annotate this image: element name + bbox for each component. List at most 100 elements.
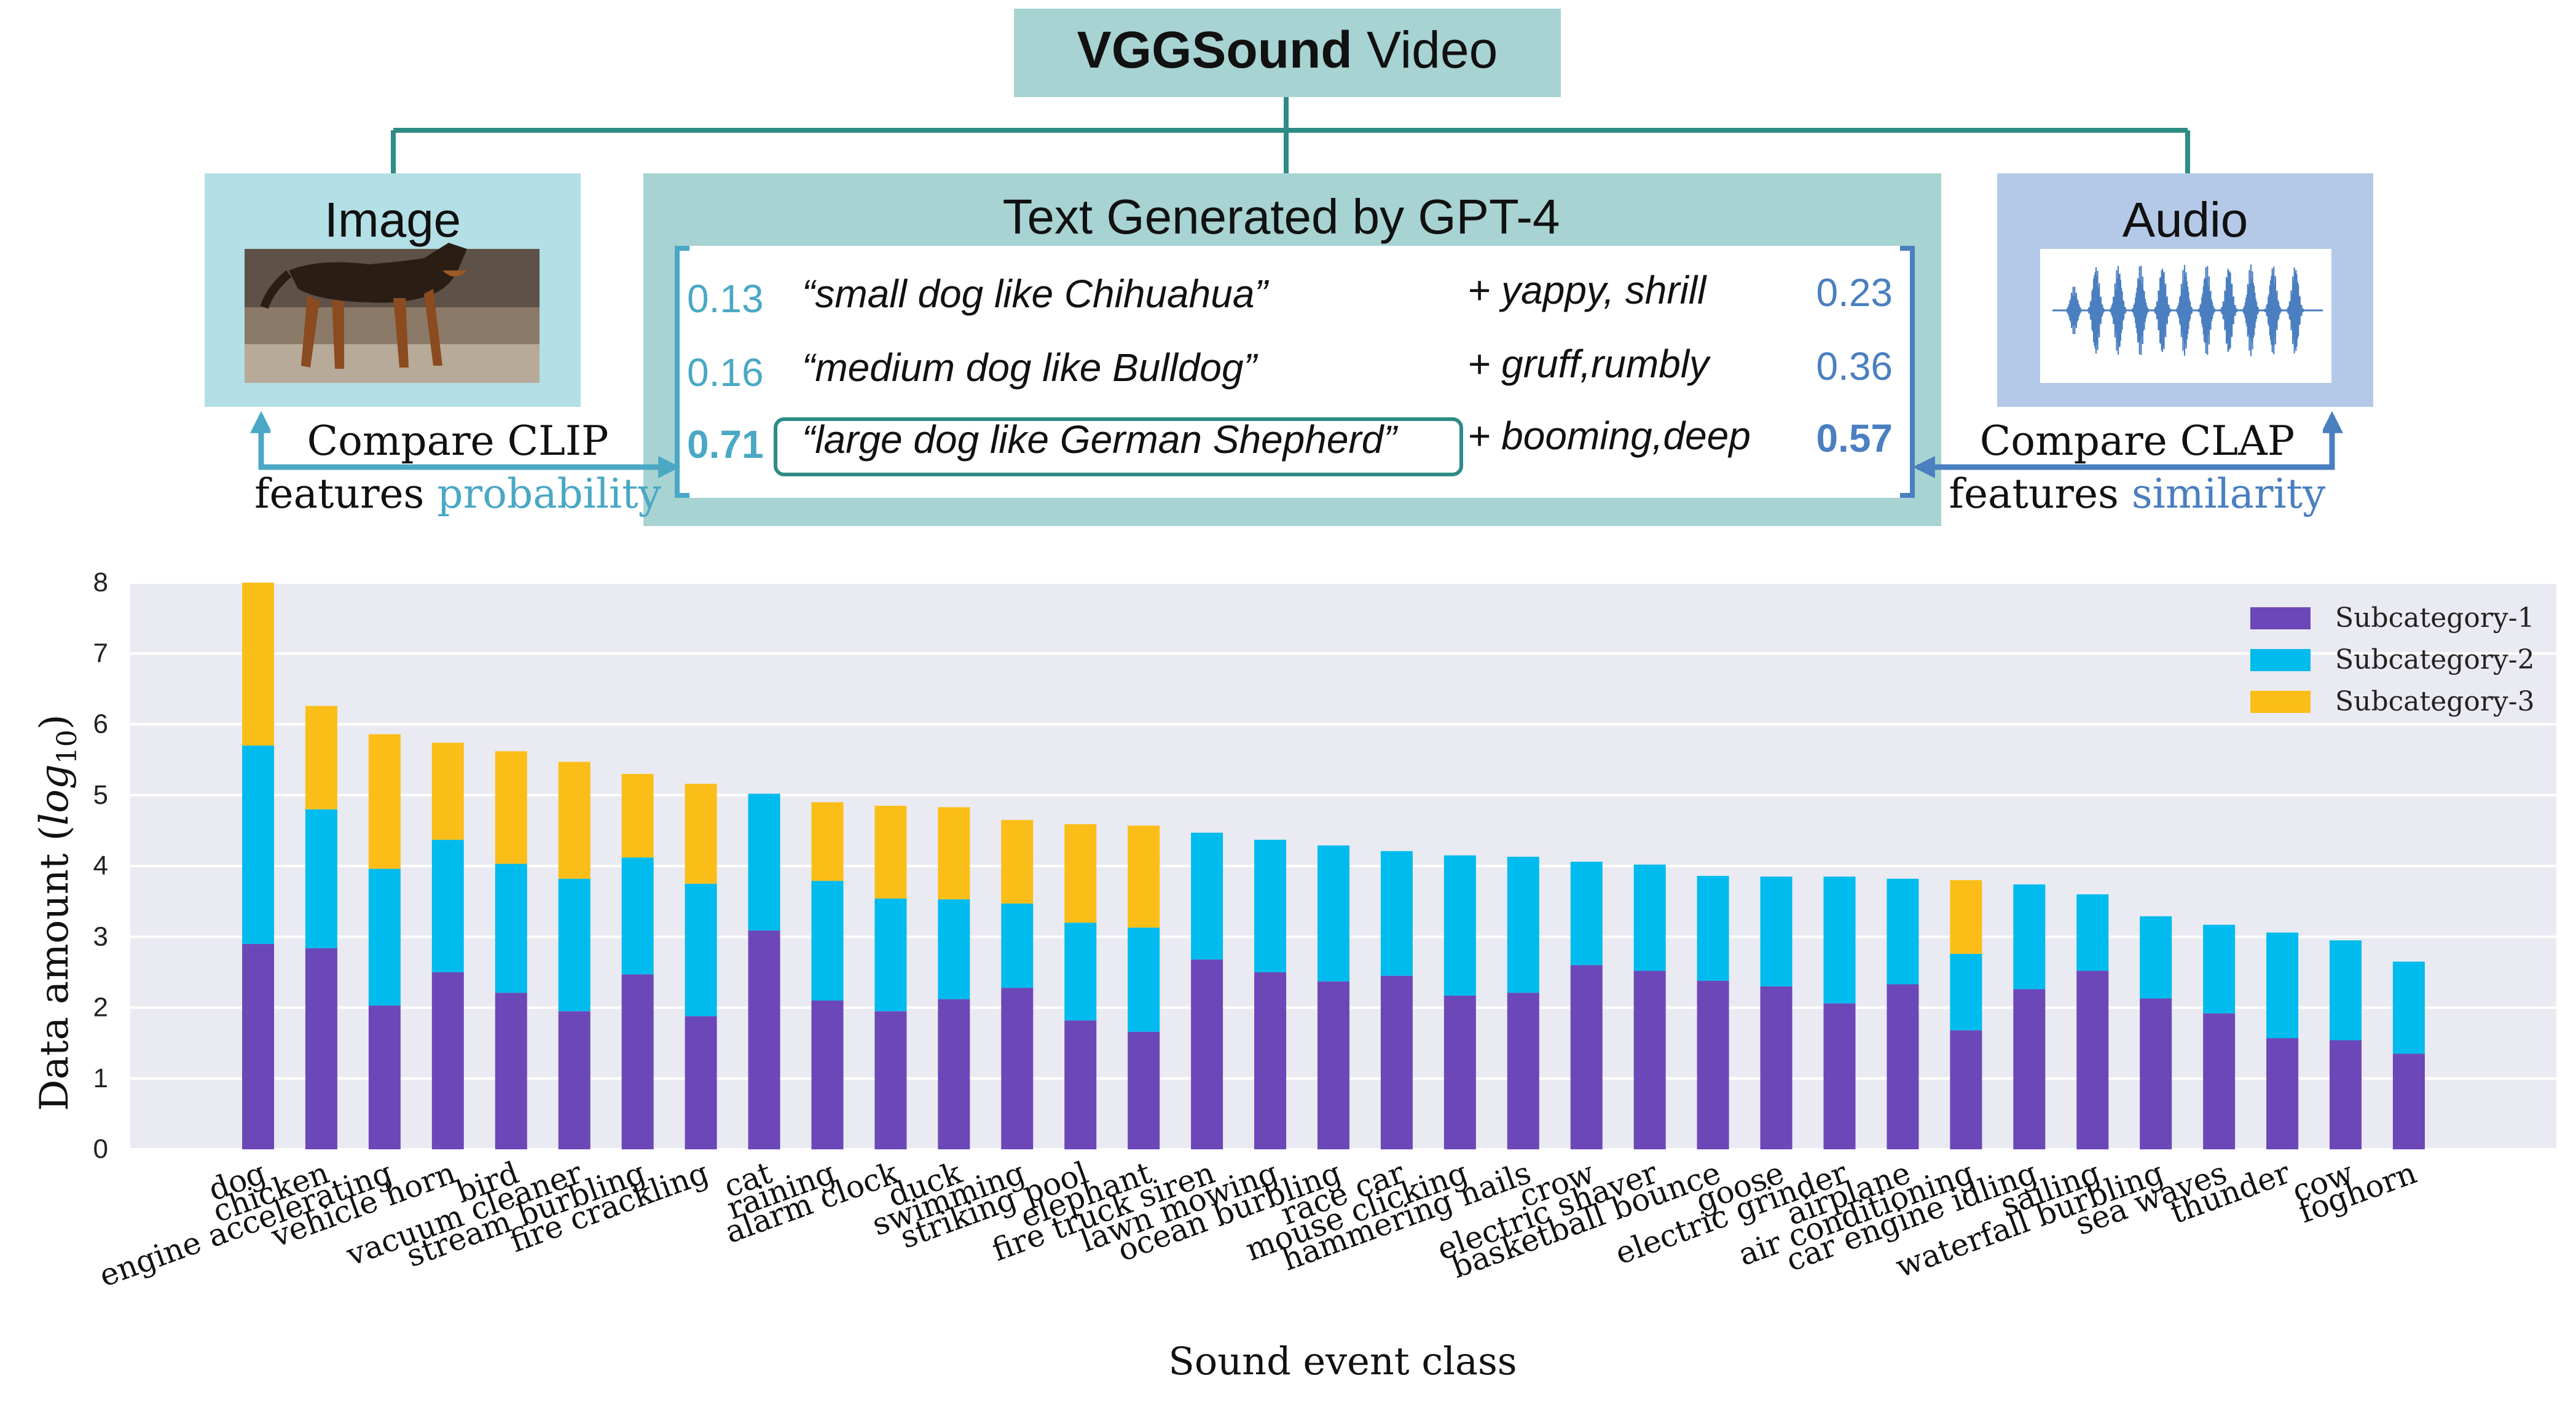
- bar-subcategory-3: [621, 774, 654, 858]
- y-axis-label-suffix: ): [32, 714, 77, 730]
- clip-probability: 0.71: [687, 422, 764, 466]
- bar-subcategory-2: [1823, 876, 1856, 1004]
- bar-subcategory-1: [2076, 970, 2109, 1149]
- bar-subcategory-2: [938, 899, 970, 999]
- video-title-rest: Video: [1353, 21, 1498, 79]
- bar-subcategory-2: [1128, 927, 1160, 1032]
- bar-subcategory-3: [811, 802, 844, 881]
- bar-subcategory-2: [1887, 878, 1919, 985]
- bar-subcategory-1: [1697, 980, 1729, 1149]
- bar-subcategory-2: [2203, 924, 2236, 1013]
- bar-subcategory-1: [2392, 1053, 2425, 1149]
- bar-subcategory-1: [1823, 1003, 1856, 1149]
- bar-subcategory-1: [1191, 959, 1223, 1149]
- x-tick-label: thunder: [2166, 1155, 2295, 1231]
- bar-subcategory-1: [2330, 1040, 2362, 1149]
- y-tick-label: 6: [93, 709, 108, 739]
- bar-subcategory-1: [368, 1006, 401, 1149]
- bar-subcategory-2: [1001, 903, 1034, 988]
- bar-subcategory-2: [1380, 851, 1413, 976]
- legend-label: Subcategory-1: [2335, 602, 2535, 634]
- legend-swatch: [2250, 649, 2311, 671]
- bar-subcategory-3: [1950, 880, 1982, 954]
- highlight-outline: [774, 417, 1463, 476]
- bar-subcategory-2: [811, 881, 844, 1001]
- text-box-title: Text Generated by GPT-4: [1002, 189, 1560, 244]
- bar-subcategory-1: [1128, 1031, 1160, 1149]
- bar-subcategory-2: [558, 878, 591, 1012]
- bar-subcategory-1: [748, 930, 780, 1149]
- bar-subcategory-2: [1064, 923, 1097, 1021]
- bar-subcategory-1: [1950, 1030, 1982, 1149]
- bar-subcategory-2: [2266, 932, 2299, 1039]
- y-tick-label: 2: [93, 993, 108, 1023]
- legend-label: Subcategory-3: [2335, 686, 2535, 717]
- audio-adjectives: + yappy, shrill: [1467, 268, 1707, 312]
- bar-subcategory-3: [1001, 820, 1034, 904]
- right-caption-bg: [1954, 424, 2323, 461]
- y-axis-label-log: log: [32, 764, 77, 825]
- text-panel: [675, 246, 1915, 498]
- bar-subcategory-2: [1507, 857, 1539, 993]
- bar-subcategory-1: [1570, 965, 1603, 1149]
- bar-subcategory-3: [1064, 824, 1097, 923]
- bar-subcategory-3: [431, 742, 464, 840]
- bar-subcategory-3: [1128, 825, 1160, 928]
- bar-subcategory-1: [811, 1000, 844, 1149]
- bar-subcategory-1: [495, 993, 527, 1149]
- video-title: VGGSound Video: [1077, 21, 1498, 79]
- audio-label: Audio: [2122, 192, 2248, 247]
- connector-lines: [391, 97, 2190, 173]
- right-caption-line1: Compare CLAP: [1980, 417, 2295, 465]
- legend-swatch: [2250, 607, 2311, 629]
- pipeline-diagram: VGGSound Video Image Text Generated by G…: [205, 9, 2373, 526]
- text-description: “large dog like German Shepherd”: [802, 417, 1398, 462]
- bar-subcategory-3: [685, 784, 717, 884]
- bar-subcategory-1: [1760, 986, 1793, 1149]
- bar-subcategory-1: [621, 974, 654, 1149]
- bar-subcategory-1: [1380, 975, 1413, 1149]
- bar-subcategory-2: [1697, 876, 1729, 981]
- left-caption-line2: features probability: [254, 470, 662, 518]
- video-box: [1014, 9, 1561, 97]
- text-description: “medium dog like Bulldog”: [802, 345, 1259, 390]
- clip-probability: 0.16: [687, 350, 764, 395]
- y-tick-label: 0: [93, 1134, 108, 1164]
- bar-subcategory-2: [685, 883, 717, 1017]
- right-caption-similarity: similarity: [2132, 470, 2326, 518]
- waveform-icon: [2052, 264, 2323, 356]
- y-tick-labels: 0 1 2 3 4 5 6 7 8: [93, 567, 108, 1164]
- bar-subcategory-1: [1064, 1020, 1097, 1149]
- bar-subcategory-1: [1443, 995, 1476, 1149]
- bar-subcategory-2: [1633, 864, 1666, 971]
- bar-subcategory-3: [938, 807, 970, 900]
- bar-subcategory-2: [2013, 884, 2046, 990]
- bar-subcategory-2: [1191, 832, 1223, 960]
- bar-subcategory-2: [1570, 862, 1603, 966]
- bar-subcategory-1: [2266, 1038, 2299, 1149]
- bar-subcategory-2: [874, 899, 907, 1012]
- bar-subcategory-3: [874, 806, 907, 899]
- bar-subcategory-1: [1887, 984, 1919, 1149]
- clap-similarity: 0.57: [1816, 416, 1893, 460]
- bar-subcategory-1: [305, 948, 337, 1149]
- y-tick-label: 7: [93, 638, 108, 668]
- bar-subcategory-3: [495, 751, 527, 864]
- bar-subcategory-1: [431, 972, 464, 1149]
- audio-adjectives: + gruff,rumbly: [1467, 342, 1711, 386]
- bar-subcategory-3: [368, 734, 401, 869]
- y-axis-label-sub: 10: [52, 730, 83, 764]
- x-axis-label: Sound event class: [1168, 1339, 1517, 1383]
- bar-subcategory-3: [558, 762, 591, 879]
- clip-compare-arrow: [250, 411, 681, 478]
- bar-subcategory-2: [1443, 855, 1476, 996]
- bar-subcategory-1: [1001, 988, 1034, 1149]
- bar-subcategory-2: [431, 840, 464, 972]
- bars: [242, 583, 2425, 1149]
- bar-subcategory-1: [1507, 993, 1539, 1149]
- bar-subcategory-1: [1317, 981, 1349, 1149]
- audio-adjectives: + booming,deep: [1467, 414, 1751, 458]
- clip-probability: 0.13: [687, 277, 764, 321]
